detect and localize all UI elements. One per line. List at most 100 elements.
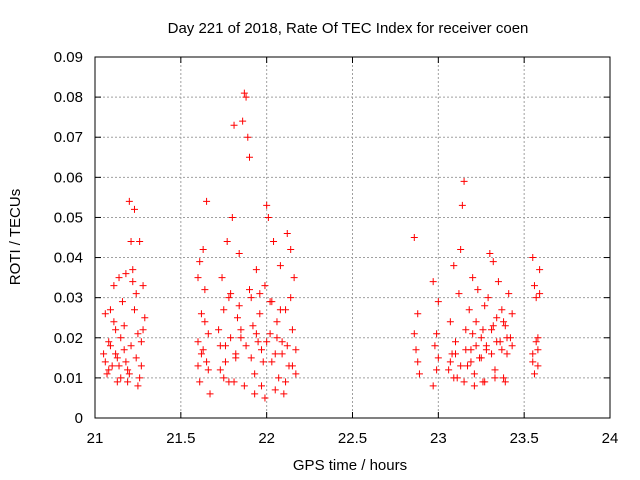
data-point (530, 282, 538, 290)
data-point (282, 378, 290, 386)
data-point (258, 346, 266, 354)
data-point (194, 338, 202, 346)
data-point (429, 278, 437, 286)
data-point (251, 370, 259, 378)
x-axis-ticks: 21 21.5 22 22.5 23 23.5 24 (87, 57, 618, 447)
data-point (115, 274, 123, 282)
data-point (292, 370, 300, 378)
data-point (235, 302, 243, 310)
data-point (474, 286, 482, 294)
data-point (486, 250, 494, 258)
data-point (259, 358, 267, 366)
data-point (452, 350, 459, 358)
data-point (500, 318, 508, 326)
data-point (199, 346, 207, 354)
data-point (465, 306, 473, 314)
data-point (237, 326, 245, 334)
data-point (137, 362, 145, 370)
data-point (261, 282, 269, 290)
data-point (118, 298, 126, 306)
data-point (235, 250, 243, 258)
data-point (110, 318, 118, 326)
data-point (462, 346, 470, 354)
data-point (446, 318, 454, 326)
data-point (484, 294, 492, 302)
data-point (254, 338, 262, 346)
data-point (467, 358, 475, 366)
data-point (120, 322, 128, 330)
data-point (199, 246, 207, 254)
data-point (458, 201, 466, 209)
data-point (450, 262, 458, 270)
data-point (283, 229, 291, 237)
y-tick-label: 0.06 (54, 169, 83, 186)
data-point (493, 338, 501, 346)
data-point (489, 322, 497, 330)
data-point (275, 374, 283, 382)
data-point (414, 358, 422, 366)
data-point (194, 362, 202, 370)
data-point (113, 378, 121, 386)
data-point (477, 354, 485, 362)
data-point (124, 366, 132, 374)
data-point (141, 314, 149, 322)
data-point (103, 370, 111, 378)
data-point (110, 282, 118, 290)
data-point (264, 213, 272, 221)
grid-lines (95, 57, 610, 418)
x-tick-label: 22.5 (338, 430, 367, 447)
data-point (534, 346, 542, 354)
data-point (287, 246, 295, 254)
data-point (129, 266, 137, 274)
data-point (266, 330, 274, 338)
x-tick-label: 23 (430, 430, 447, 447)
data-point (206, 390, 214, 398)
data-point (125, 197, 133, 205)
y-tick-label: 0.01 (54, 370, 83, 387)
data-point (105, 338, 113, 346)
data-point (273, 318, 281, 326)
x-axis-label: GPS time / hours (293, 457, 407, 474)
data-point (532, 338, 540, 346)
data-point (263, 201, 271, 209)
data-point (197, 350, 205, 358)
data-point (221, 358, 229, 366)
data-point (431, 342, 439, 350)
data-point (292, 346, 300, 354)
data-point (501, 378, 509, 386)
data-point (125, 370, 133, 378)
data-point (230, 378, 238, 386)
data-point (470, 382, 478, 390)
data-point (455, 290, 463, 298)
data-point (201, 286, 209, 294)
data-point (488, 326, 496, 334)
data-point (122, 358, 130, 366)
data-point (216, 366, 224, 374)
data-point (415, 370, 423, 378)
data-point (261, 394, 269, 402)
y-tick-label: 0.05 (54, 209, 83, 226)
data-point (498, 346, 506, 354)
data-point (203, 197, 211, 205)
data-point (482, 346, 490, 354)
data-point (256, 310, 264, 318)
data-point (134, 330, 142, 338)
data-point (287, 294, 295, 302)
data-point (434, 298, 442, 306)
y-tick-label: 0.08 (54, 89, 83, 106)
data-point (136, 374, 144, 382)
data-point (464, 362, 472, 370)
data-point (534, 334, 542, 342)
data-point (196, 258, 204, 266)
y-tick-label: 0 (75, 410, 83, 427)
data-point (197, 310, 205, 318)
data-point (120, 346, 128, 354)
data-point (127, 238, 135, 246)
data-point (215, 326, 223, 334)
data-point (232, 350, 240, 358)
data-point (251, 390, 259, 398)
data-point (230, 121, 238, 129)
data-point (488, 350, 496, 358)
data-point (252, 330, 260, 338)
